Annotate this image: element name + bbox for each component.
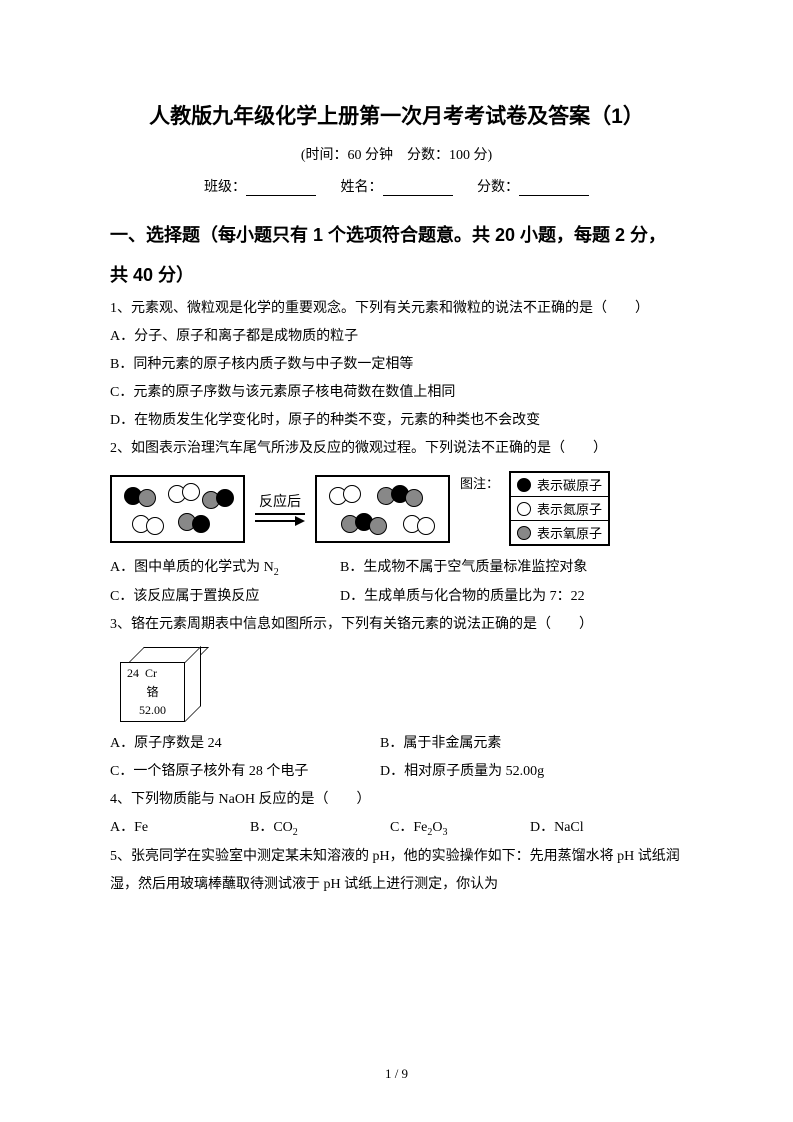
- legend-c: 表示碳原子: [511, 473, 608, 497]
- q1-opt-c: C．元素的原子序数与该元素原子核电荷数在数值上相同: [110, 379, 683, 407]
- q3-cube: 24 Cr 铬 52.00: [120, 647, 205, 722]
- q2-row-ab: A．图中单质的化学式为 N2 B．生成物不属于空气质量标准监控对象: [110, 554, 683, 583]
- q1-opt-b: B．同种元素的原子核内质子数与中子数一定相等: [110, 351, 683, 379]
- q3-opt-c: C．一个铬原子核外有 28 个电子: [110, 758, 380, 786]
- q4-row: A．Fe B．CO2 C．Fe2O3 D．NaCl: [110, 814, 683, 843]
- q2-stem: 2、如图表示治理汽车尾气所涉及反应的微观过程。下列说法不正确的是（ ）: [110, 435, 683, 463]
- q1-stem: 1、元素观、微粒观是化学的重要观念。下列有关元素和微粒的说法不正确的是（ ）: [110, 295, 683, 323]
- q2-opt-a: A．图中单质的化学式为 N2: [110, 554, 340, 583]
- score-label: 分数：: [477, 180, 519, 195]
- name-label: 姓名：: [341, 180, 383, 195]
- cube-num: 24 Cr: [123, 666, 182, 681]
- cube-name: 铬: [123, 683, 182, 700]
- page-title: 人教版九年级化学上册第一次月考考试卷及答案（1）: [110, 100, 683, 130]
- legend-o: 表示氧原子: [511, 521, 608, 544]
- reactant-box: [110, 475, 245, 543]
- class-blank[interactable]: [246, 180, 316, 196]
- q2-opt-d: D．生成单质与化合物的质量比为 7：22: [340, 583, 585, 611]
- q4-opt-c: C．Fe2O3: [390, 814, 530, 843]
- carbon-atom-icon: [517, 478, 531, 492]
- q1-opt-d: D．在物质发生化学变化时，原子的种类不变，元素的种类也不会改变: [110, 407, 683, 435]
- q3-opt-d: D．相对原子质量为 52.00g: [380, 758, 544, 786]
- legend-box: 表示碳原子 表示氮原子 表示氧原子: [509, 471, 610, 546]
- q4-opt-d: D．NaCl: [530, 814, 670, 843]
- q3-row-cd: C．一个铬原子核外有 28 个电子 D．相对原子质量为 52.00g: [110, 758, 683, 786]
- arrow-icon: [255, 515, 305, 527]
- q3-row-ab: A．原子序数是 24 B．属于非金属元素: [110, 730, 683, 758]
- legend-n: 表示氮原子: [511, 497, 608, 521]
- q4-stem: 4、下列物质能与 NaOH 反应的是（ ）: [110, 786, 683, 814]
- nitrogen-atom-icon: [517, 502, 531, 516]
- q3-opt-a: A．原子序数是 24: [110, 730, 380, 758]
- oxygen-atom-icon: [517, 526, 531, 540]
- q4-opt-b: B．CO2: [250, 814, 390, 843]
- q2-opt-c: C．该反应属于置换反应: [110, 583, 340, 611]
- legend-label: 图注：: [460, 473, 499, 492]
- page-footer: 1 / 9: [0, 1066, 793, 1082]
- arrow: 反应后: [255, 491, 305, 527]
- score-blank[interactable]: [519, 180, 589, 196]
- cube-mass: 52.00: [123, 703, 182, 718]
- class-label: 班级：: [204, 180, 246, 195]
- product-box: [315, 475, 450, 543]
- q2-diagram: 反应后 图注： 表示碳原子 表示氮原子 表示氧原子: [110, 471, 683, 546]
- q5-stem: 5、张亮同学在实验室中测定某未知溶液的 pH，他的实验操作如下：先用蒸馏水将 p…: [110, 843, 683, 899]
- info-line: 班级： 姓名： 分数：: [110, 176, 683, 196]
- q1-opt-a: A．分子、原子和离子都是成物质的粒子: [110, 323, 683, 351]
- arrow-label: 反应后: [255, 491, 305, 515]
- q2-row-cd: C．该反应属于置换反应 D．生成单质与化合物的质量比为 7：22: [110, 583, 683, 611]
- q3-opt-b: B．属于非金属元素: [380, 730, 501, 758]
- name-blank[interactable]: [383, 180, 453, 196]
- q3-stem: 3、铬在元素周期表中信息如图所示，下列有关铬元素的说法正确的是（ ）: [110, 611, 683, 639]
- section-1-title: 一、选择题（每小题只有 1 个选项符合题意。共 20 小题，每题 2 分，共 4…: [110, 216, 683, 295]
- subtitle: (时间：60 分钟 分数：100 分): [110, 144, 683, 164]
- q2-opt-b: B．生成物不属于空气质量标准监控对象: [340, 554, 587, 583]
- q4-opt-a: A．Fe: [110, 814, 250, 843]
